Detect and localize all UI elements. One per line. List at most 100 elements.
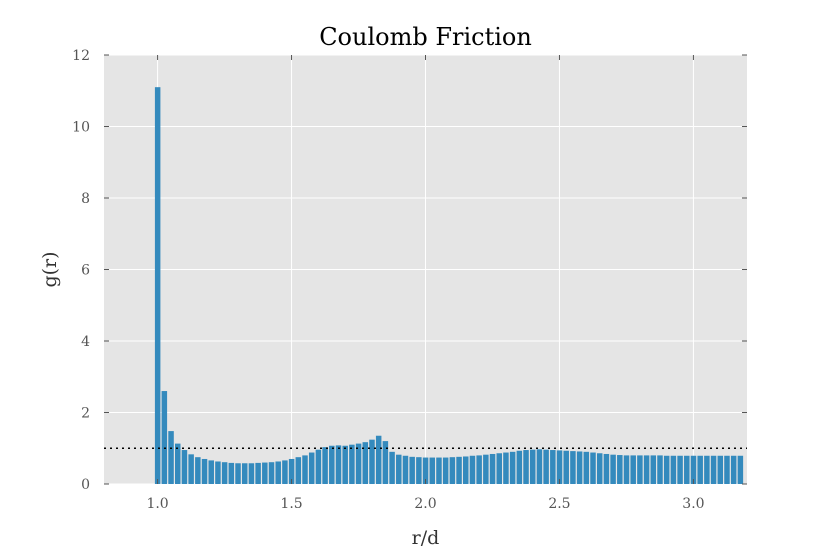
bar bbox=[248, 463, 255, 484]
y-tick-label: 8 bbox=[81, 191, 90, 207]
bar bbox=[362, 442, 369, 484]
bar bbox=[603, 453, 610, 484]
bar bbox=[570, 451, 576, 484]
bar bbox=[342, 445, 348, 484]
bar bbox=[637, 455, 643, 484]
bar bbox=[469, 455, 476, 484]
bar bbox=[174, 443, 181, 484]
bar bbox=[416, 457, 422, 484]
bar bbox=[456, 456, 462, 484]
bar bbox=[382, 441, 389, 484]
bar bbox=[536, 449, 543, 484]
bar bbox=[349, 444, 355, 484]
x-tick-label: 2.0 bbox=[414, 496, 436, 512]
bar bbox=[516, 450, 523, 484]
bar bbox=[268, 462, 275, 484]
x-axis-label: r/d bbox=[412, 527, 440, 549]
bar bbox=[670, 455, 677, 484]
bar bbox=[623, 455, 630, 484]
bar bbox=[590, 452, 596, 484]
bar bbox=[690, 455, 697, 484]
bar bbox=[396, 454, 402, 484]
bar bbox=[188, 454, 194, 484]
y-axis-label: g(r) bbox=[39, 251, 61, 287]
bar bbox=[509, 451, 516, 484]
bar bbox=[476, 455, 482, 484]
x-tick-label: 2.5 bbox=[548, 496, 570, 512]
bar bbox=[463, 456, 469, 484]
bar bbox=[643, 455, 650, 484]
bar bbox=[389, 451, 395, 484]
bar bbox=[235, 463, 241, 484]
bar bbox=[710, 455, 717, 484]
bar bbox=[550, 450, 556, 484]
bar bbox=[730, 455, 737, 484]
bar bbox=[282, 460, 288, 484]
bar bbox=[489, 453, 496, 484]
bar bbox=[503, 452, 509, 484]
bar bbox=[275, 461, 281, 484]
grid-lines bbox=[104, 54, 747, 485]
bar bbox=[335, 445, 342, 484]
bar bbox=[215, 461, 221, 484]
y-tick-labels: 0 2 4 6 8 10 12 bbox=[72, 48, 90, 493]
bar bbox=[355, 443, 362, 484]
y-tick-label: 2 bbox=[81, 406, 90, 422]
bar bbox=[262, 462, 268, 484]
bar bbox=[704, 455, 710, 484]
y-tick-label: 0 bbox=[81, 477, 90, 493]
chart-title: Coulomb Friction bbox=[319, 23, 532, 51]
bar bbox=[402, 455, 409, 484]
bar bbox=[529, 449, 536, 484]
bar bbox=[724, 455, 730, 484]
bar bbox=[161, 391, 168, 484]
bar bbox=[657, 455, 663, 484]
x-tick-label: 3.0 bbox=[682, 496, 704, 512]
bar bbox=[684, 455, 690, 484]
y-tick-label: 6 bbox=[81, 263, 90, 279]
bar bbox=[556, 450, 563, 484]
bar bbox=[288, 458, 295, 484]
bar-series bbox=[154, 87, 744, 485]
x-tick-labels: 1.0 1.5 2.0 2.5 3.0 bbox=[146, 496, 704, 512]
bar bbox=[201, 458, 208, 484]
bar bbox=[617, 455, 623, 484]
bar bbox=[543, 449, 549, 484]
bar bbox=[302, 455, 308, 484]
bar bbox=[583, 451, 590, 484]
bar bbox=[436, 457, 442, 484]
bar bbox=[322, 447, 328, 484]
bar bbox=[195, 457, 201, 484]
bar bbox=[596, 453, 603, 484]
bar bbox=[329, 445, 335, 484]
bar bbox=[208, 460, 214, 484]
bar bbox=[181, 450, 188, 484]
bar bbox=[610, 454, 616, 484]
bar bbox=[717, 455, 724, 484]
bar bbox=[630, 455, 636, 484]
bar bbox=[429, 457, 436, 484]
bar bbox=[308, 452, 315, 484]
bar bbox=[650, 455, 657, 484]
bar bbox=[523, 450, 529, 484]
x-tick-label: 1.0 bbox=[146, 496, 168, 512]
bar bbox=[154, 87, 161, 485]
bar bbox=[375, 435, 382, 484]
x-tick-label: 1.5 bbox=[280, 496, 302, 512]
bar bbox=[168, 431, 174, 484]
bar bbox=[409, 456, 415, 484]
bar bbox=[697, 455, 703, 484]
bar bbox=[422, 457, 429, 484]
bar bbox=[677, 455, 683, 484]
bar bbox=[295, 457, 302, 484]
bar bbox=[228, 462, 235, 484]
bar bbox=[496, 453, 502, 484]
bar bbox=[241, 463, 248, 484]
bar bbox=[221, 462, 228, 484]
bar bbox=[563, 450, 569, 484]
bar bbox=[255, 462, 261, 484]
bar bbox=[737, 455, 744, 484]
y-tick-label: 10 bbox=[72, 120, 90, 136]
bar bbox=[663, 455, 670, 484]
